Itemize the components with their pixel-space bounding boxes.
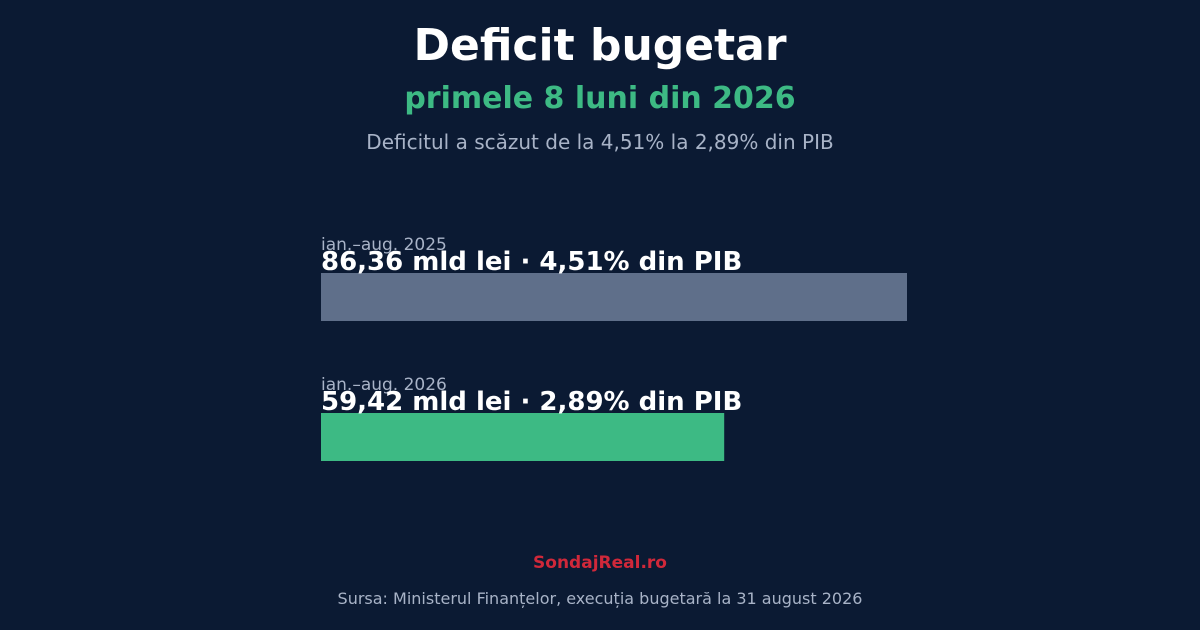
category-label: ian.–aug. 2026 <box>321 375 447 395</box>
source-note: Sursa: Ministerul Finanțelor, execuția b… <box>337 589 863 608</box>
chart-subtitle: primele 8 luni din 2026 <box>404 81 796 116</box>
chart-description: Deficitul a scăzut de la 4,51% la 2,89% … <box>366 130 834 154</box>
category-label: ian.–aug. 2025 <box>321 235 447 255</box>
bar <box>321 413 725 461</box>
chart-title: Deficit bugetar <box>413 20 787 71</box>
bar-value-label: 59,42 mld lei · 2,89% din PIB <box>321 387 742 417</box>
brand-label: SondajReal.ro <box>533 553 667 573</box>
bar-value-label: 86,36 mld lei · 4,51% din PIB <box>321 247 742 277</box>
bar <box>321 273 907 321</box>
